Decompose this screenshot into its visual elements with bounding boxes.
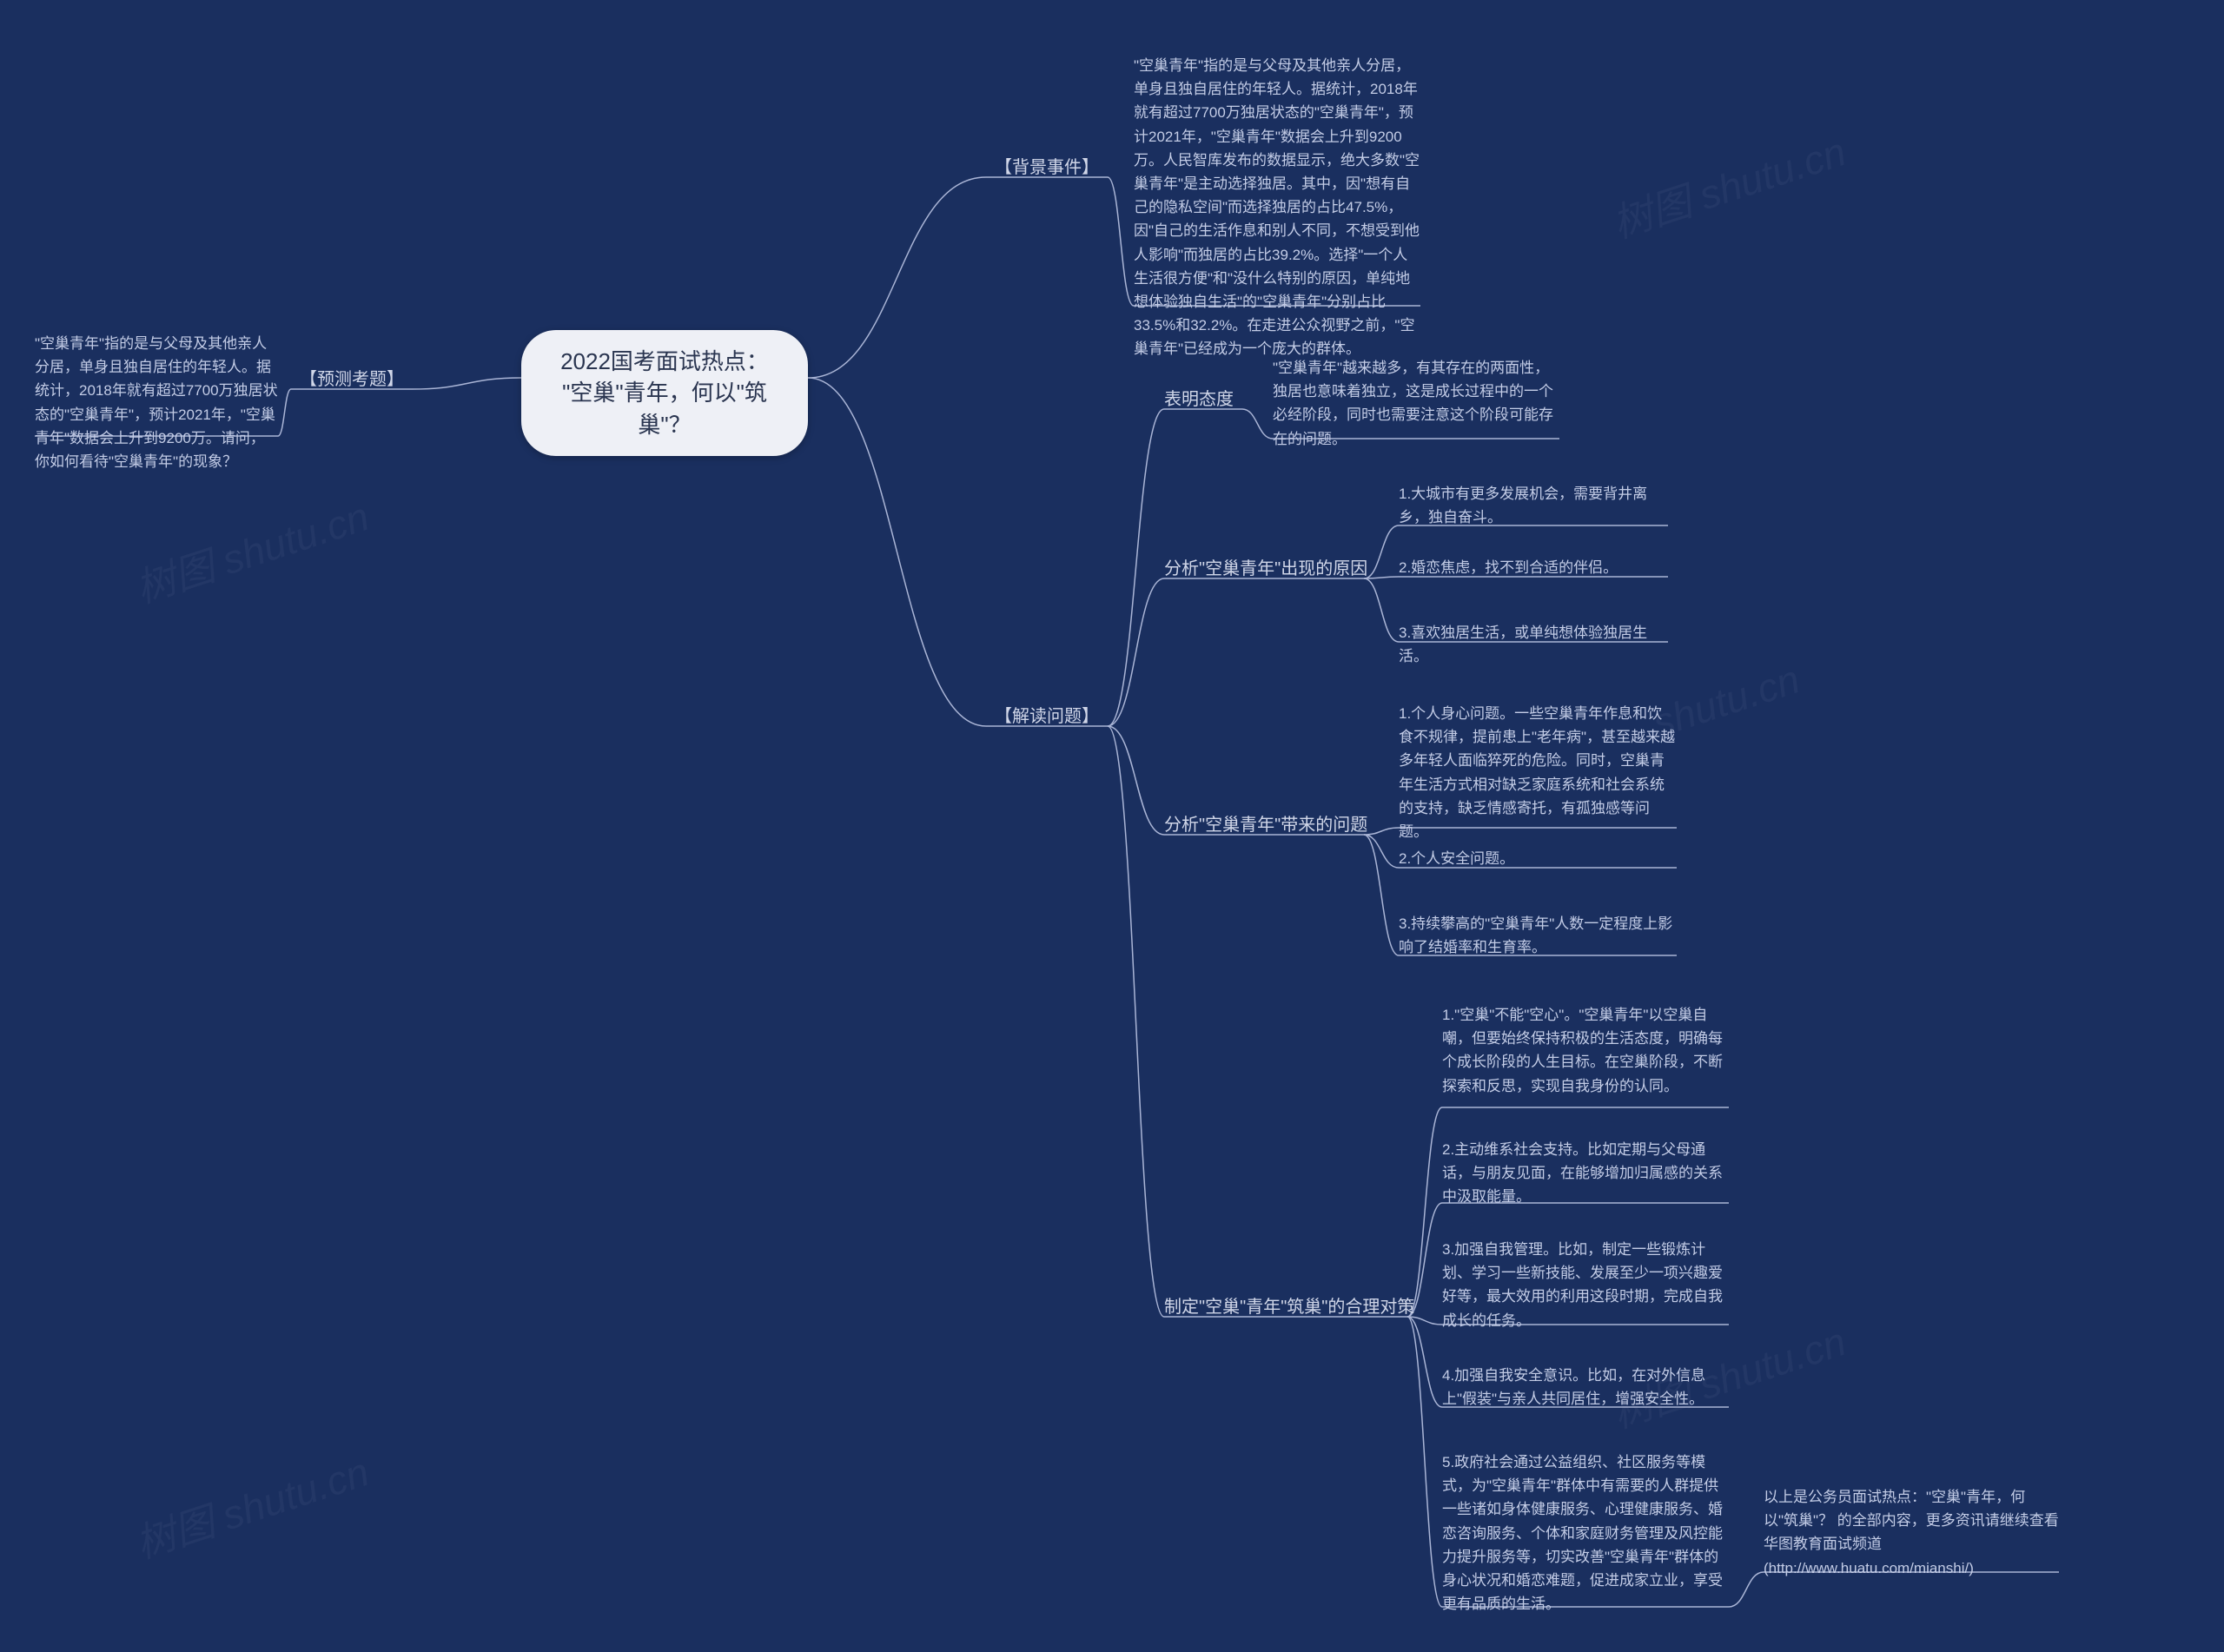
bg-desc: "空巢青年"指的是与父母及其他亲人分居，单身且独自居住的年轻人。据统计，2018… (1134, 54, 1420, 360)
sub-solution: 制定"空巢"青年"筑巢"的合理对策 (1164, 1294, 1407, 1320)
sub-reason: 分析"空巢青年"出现的原因 (1164, 556, 1364, 582)
predict-desc: "空巢青年"指的是与父母及其他亲人分居，单身且独自居住的年轻人。据统计，2018… (35, 332, 278, 473)
branch-predict: 【预测考题】 (291, 367, 413, 393)
branch-jd-label: 【解读问题】 (995, 707, 1099, 726)
predict-desc-text: "空巢青年"指的是与父母及其他亲人分居，单身且独自居住的年轻人。据统计，2018… (35, 335, 278, 470)
problem-item-2: 3.持续攀高的"空巢青年"人数一定程度上影响了结婚率和生育率。 (1399, 912, 1677, 959)
problem-item-1: 2.个人安全问题。 (1399, 847, 1677, 870)
sub-solution-label: 制定"空巢"青年"筑巢"的合理对策 (1164, 1298, 1414, 1317)
branch-jd: 【解读问题】 (986, 704, 1108, 730)
reason-item-2: 3.喜欢独居生活，或单纯想体验独居生活。 (1399, 621, 1668, 668)
mindmap-canvas (0, 0, 2224, 1652)
reason-item-0: 1.大城市有更多发展机会，需要背井离乡，独自奋斗。 (1399, 482, 1668, 529)
problem-item-0: 1.个人身心问题。一些空巢青年作息和饮食不规律，提前患上"老年病"，甚至越来越多… (1399, 702, 1677, 843)
sub-attitude: 表明态度 (1164, 387, 1242, 413)
solution-item-0: 1."空巢"不能"空心"。"空巢青年"以空巢自嘲，但要始终保持积极的生活态度，明… (1442, 1003, 1729, 1098)
center-text: 2022国考面试热点： "空巢"青年，何以"筑巢"？ (560, 348, 769, 438)
attitude-desc-text: "空巢青年"越来越多，有其存在的两面性，独居也意味着独立，这是成长过程中的一个必… (1273, 360, 1553, 447)
solution-item-2: 3.加强自我管理。比如，制定一些锻炼计划、学习一些新技能、发展至少一项兴趣爱好等… (1442, 1238, 1729, 1332)
branch-bg: 【背景事件】 (986, 155, 1108, 181)
solution-item-3: 4.加强自我安全意识。比如，在对外信息上"假装"与亲人共同居住，增强安全性。 (1442, 1364, 1729, 1411)
branch-bg-label: 【背景事件】 (995, 158, 1099, 177)
reason-item-1: 2.婚恋焦虑，找不到合适的伴侣。 (1399, 556, 1668, 579)
solution-item-4: 5.政府社会通过公益组织、社区服务等模式，为"空巢青年"群体中有需要的人群提供一… (1442, 1450, 1729, 1616)
center-node: 2022国考面试热点： "空巢"青年，何以"筑巢"？ (521, 330, 808, 456)
solution-item-1: 2.主动维系社会支持。比如定期与父母通话，与朋友见面，在能够增加归属感的关系中汲… (1442, 1138, 1729, 1209)
solution-footnote: 以上是公务员面试热点："空巢"青年，何以"筑巢"？ 的全部内容，更多资讯请继续查… (1764, 1485, 2059, 1580)
attitude-desc: "空巢青年"越来越多，有其存在的两面性，独居也意味着独立，这是成长过程中的一个必… (1273, 356, 1559, 451)
bg-desc-text: "空巢青年"指的是与父母及其他亲人分居，单身且独自居住的年轻人。据统计，2018… (1134, 57, 1420, 357)
sub-problem: 分析"空巢青年"带来的问题 (1164, 812, 1364, 838)
branch-predict-label: 【预测考题】 (300, 370, 404, 389)
sub-reason-label: 分析"空巢青年"出现的原因 (1164, 559, 1367, 578)
sub-attitude-label: 表明态度 (1164, 390, 1234, 409)
sub-problem-label: 分析"空巢青年"带来的问题 (1164, 816, 1367, 835)
